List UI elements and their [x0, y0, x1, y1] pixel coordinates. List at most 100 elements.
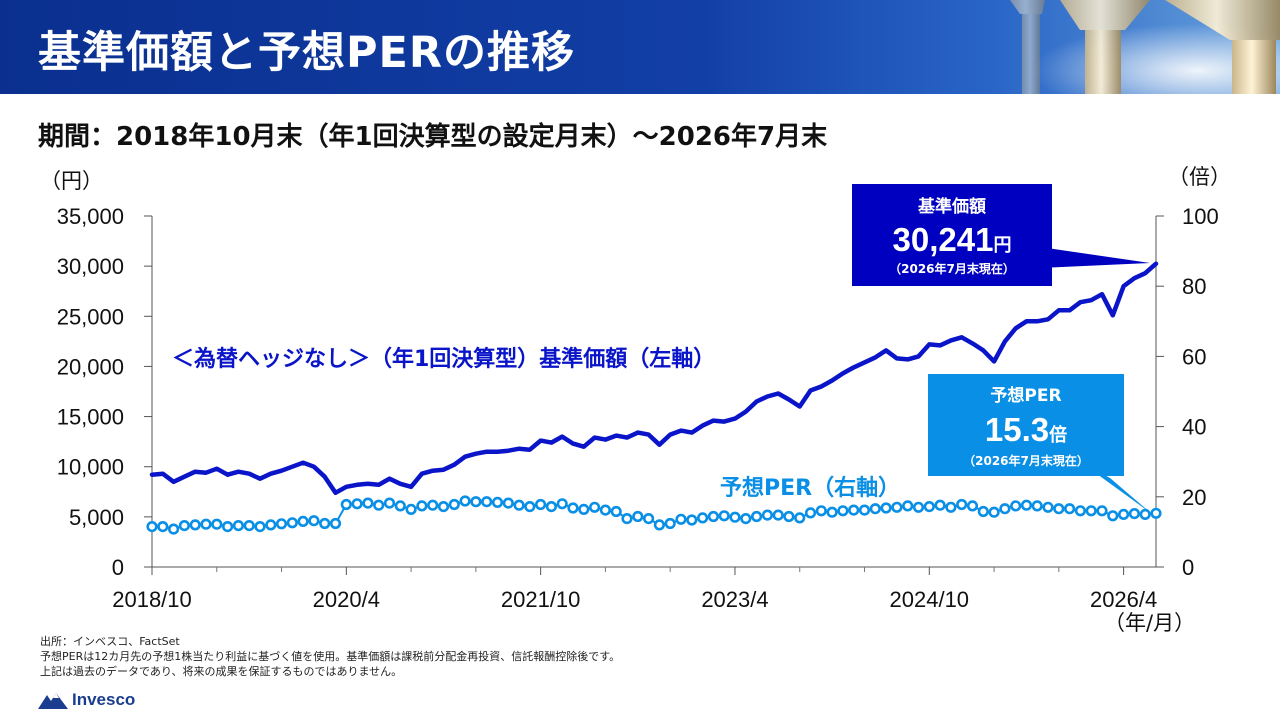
per-point	[675, 513, 687, 525]
per-point	[804, 507, 817, 519]
left-tick-label: 30,000	[57, 254, 124, 279]
per-point	[1010, 500, 1022, 512]
left-tick-label: 25,000	[57, 304, 124, 329]
per-point	[740, 512, 752, 525]
per-point	[718, 510, 730, 522]
per-point	[956, 498, 968, 511]
per-point	[578, 503, 590, 516]
per-point	[783, 510, 795, 523]
per-point	[621, 512, 633, 525]
per-point	[642, 512, 655, 525]
x-tick-label: 2021/10	[501, 587, 581, 612]
right-axis: 0 20 40 60 80 100	[1155, 204, 1219, 580]
per-point	[297, 515, 309, 528]
per-point	[999, 503, 1011, 515]
per-point	[329, 517, 342, 530]
per-point	[826, 506, 838, 518]
left-axis: 0 5,000 10,000 15,000 20,000 25,000 30,000 35,0…	[57, 204, 153, 580]
left-axis-unit: （円）	[40, 169, 103, 193]
nav-callout: 基準価額 30,241円 （2026年7月末現在）	[852, 184, 1150, 286]
left-tick-label: 5,000	[69, 505, 124, 530]
per-series-label: 予想PER（右軸）	[720, 475, 900, 501]
invesco-logo: Invesco	[38, 690, 135, 710]
per-series	[146, 495, 1162, 535]
per-point	[1107, 510, 1119, 522]
x-tick-label: 2023/4	[701, 587, 768, 612]
per-point	[243, 519, 255, 532]
per-point	[632, 510, 644, 523]
per-point	[945, 501, 957, 513]
nav-callout-value: 30,241	[893, 221, 994, 258]
per-point	[1053, 503, 1065, 515]
per-point	[1150, 507, 1162, 519]
per-point	[427, 499, 439, 511]
per-point	[923, 501, 935, 513]
per-point	[588, 501, 601, 513]
left-tick-label: 35,000	[57, 204, 124, 229]
per-point	[848, 504, 860, 516]
per-point	[1096, 505, 1108, 517]
right-tick-label: 60	[1182, 344, 1206, 369]
per-point	[772, 509, 784, 521]
per-point	[794, 512, 806, 524]
pillars-image	[950, 0, 1280, 94]
per-point	[340, 498, 352, 511]
right-tick-label: 40	[1182, 415, 1206, 440]
per-point	[459, 495, 471, 507]
per-point	[189, 519, 201, 531]
per-point	[222, 520, 234, 533]
per-point	[696, 512, 709, 524]
per-point	[1031, 500, 1043, 512]
per-callout-value: 15.3	[985, 411, 1049, 448]
per-point	[707, 510, 720, 523]
per-point	[567, 502, 579, 514]
per-point	[1042, 501, 1054, 513]
nav-callout-title: 基準価額	[917, 196, 986, 217]
left-tick-label: 0	[112, 555, 124, 580]
per-point	[988, 506, 1000, 518]
per-point	[513, 499, 525, 511]
nav-callout-note: （2026年7月末現在）	[889, 261, 1015, 276]
per-point	[362, 497, 374, 509]
svg-text:30,241円: 30,241円	[893, 221, 1012, 258]
right-tick-label: 0	[1182, 555, 1194, 580]
nav-line	[149, 261, 1159, 496]
per-point	[286, 517, 298, 529]
per-point	[383, 497, 396, 509]
per-point	[1020, 499, 1033, 511]
per-point	[858, 504, 871, 516]
per-point	[545, 501, 558, 513]
per-point	[1085, 505, 1097, 517]
per-point	[254, 520, 266, 533]
left-tick-label: 10,000	[57, 455, 124, 480]
period-subtitle: 期間：2018年10月末（年1回決算型の設定月末）～2026年7月末	[38, 122, 828, 152]
footnote-source: 出所：インベスコ、FactSet	[40, 635, 180, 648]
per-point	[1117, 508, 1130, 521]
x-tick-label: 2026/4	[1090, 587, 1157, 612]
per-point	[373, 499, 385, 511]
right-tick-label: 100	[1182, 204, 1219, 229]
right-tick-label: 20	[1182, 485, 1206, 510]
per-point	[448, 498, 460, 511]
left-tick-label: 15,000	[57, 405, 124, 430]
per-point	[729, 511, 741, 523]
per-point	[157, 520, 169, 533]
x-tick-label: 2018/10	[112, 587, 192, 612]
nav-series	[149, 261, 1159, 496]
per-point	[880, 502, 892, 514]
nav-callout-unit: 円	[993, 235, 1011, 256]
per-point	[977, 505, 989, 518]
footnote-per: 予想PERは12カ月先の予想1株当たり利益に基づく値を使用。基準価額は課税前分配…	[40, 650, 621, 663]
per-point	[534, 498, 547, 511]
footnote-disclaimer: 上記は過去のデータであり、将来の成果を保証するものではありません。	[40, 665, 403, 678]
per-point	[491, 496, 504, 509]
per-point	[686, 514, 698, 526]
per-callout-unit: 倍	[1049, 424, 1067, 446]
per-point	[1139, 508, 1151, 521]
per-point	[200, 518, 212, 530]
right-axis-unit: （倍）	[1168, 165, 1231, 189]
x-tick-label: 2024/10	[890, 587, 970, 612]
per-point	[416, 500, 428, 512]
svg-text:15.3倍: 15.3倍	[985, 411, 1067, 448]
